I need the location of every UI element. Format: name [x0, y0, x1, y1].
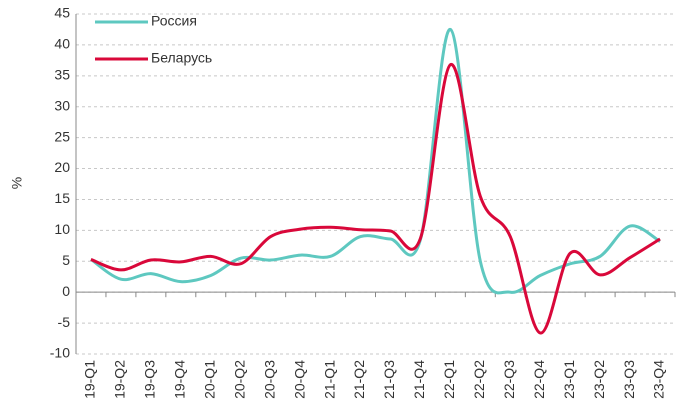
x-tick-label: 23-Q2: [591, 360, 607, 399]
y-tick-label: 40: [54, 36, 70, 52]
x-tick-label: 22-Q2: [471, 360, 487, 399]
x-tick-label: 23-Q4: [651, 360, 667, 399]
y-tick-label: 35: [54, 67, 70, 83]
y-tick-label: 10: [54, 221, 70, 237]
x-tick-label: 22-Q4: [531, 360, 547, 399]
y-tick-label: 45: [54, 5, 70, 21]
y-tick-label: 20: [54, 159, 70, 175]
x-tick-label: 21-Q4: [411, 360, 427, 399]
y-tick-label: -5: [58, 314, 71, 330]
y-tick-label: 15: [54, 190, 70, 206]
line: [90, 63, 661, 335]
y-axis-label: %: [9, 177, 25, 189]
legend-label: Россия: [151, 13, 197, 29]
x-tick-label: 22-Q1: [441, 360, 457, 399]
x-tick-label: 21-Q1: [321, 360, 337, 399]
x-tick-label: 19-Q1: [82, 360, 98, 399]
y-tick-label: 5: [62, 252, 70, 268]
y-tick-label: 30: [54, 97, 70, 113]
x-tick-label: 20-Q1: [201, 360, 217, 399]
x-tick-label: 21-Q3: [381, 360, 397, 399]
x-tick-label: 21-Q2: [351, 360, 367, 399]
x-tick-label: 19-Q2: [112, 360, 128, 399]
line: [90, 27, 661, 295]
x-tick-label: 19-Q4: [172, 360, 188, 399]
y-tick-label: 0: [62, 283, 70, 299]
y-tick-label: -10: [50, 345, 70, 361]
x-tick-label: 20-Q4: [291, 360, 307, 399]
x-tick-label: 22-Q3: [501, 360, 517, 399]
x-tick-label: 20-Q3: [261, 360, 277, 399]
x-tick-label: 23-Q1: [561, 360, 577, 399]
x-tick-label: 23-Q3: [621, 360, 637, 399]
x-tick-label: 20-Q2: [231, 360, 247, 399]
legend-label: Беларусь: [151, 50, 212, 66]
x-tick-label: 19-Q3: [142, 360, 158, 399]
y-tick-label: 25: [54, 128, 70, 144]
